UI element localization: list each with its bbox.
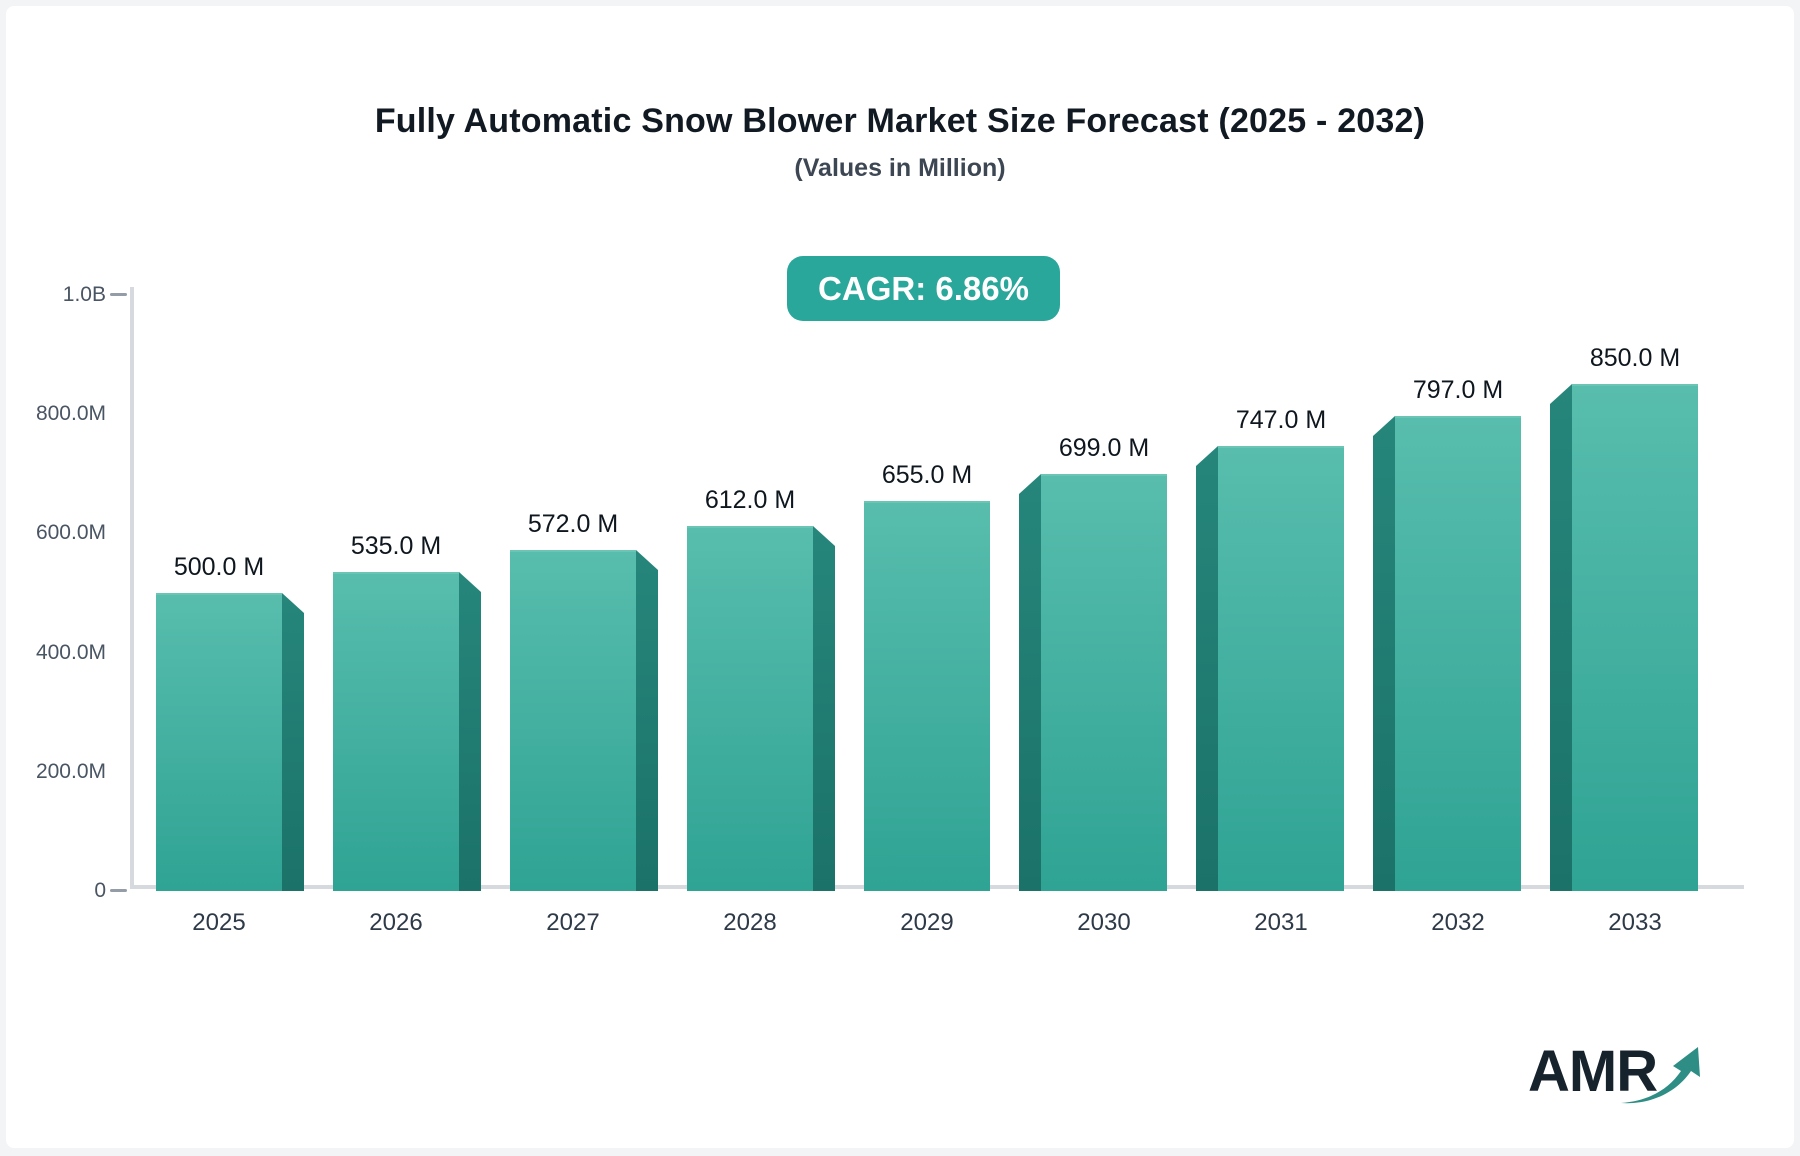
x-tick-label: 2028 [723,909,777,936]
bar-value-label: 500.0 M [173,553,265,581]
y-tick-label: 800.0M [35,402,106,425]
bar-side-face [1550,384,1572,891]
bar-side-face [1196,446,1218,891]
bar-2032 [1395,416,1521,891]
x-tick-label: 2030 [1077,909,1131,936]
x-tick-label: 2027 [546,909,600,936]
bar-2029 [864,501,990,891]
y-tick-mark [110,293,127,296]
bar-2031 [1218,446,1344,891]
y-tick-label: 600.0M [35,521,106,544]
chart-subtitle: (Values in Million) [794,154,1006,182]
bar-value-label: 612.0 M [704,486,796,514]
bar-side-face [459,572,481,891]
x-tick-label: 2026 [369,909,423,936]
x-tick-label: 2029 [900,909,954,936]
y-axis-line [130,287,134,889]
bar-value-label: 747.0 M [1235,406,1327,434]
chart-card: Fully Automatic Snow Blower Market Size … [6,6,1794,1148]
bar-2026 [333,572,459,891]
x-tick-label: 2032 [1431,909,1485,936]
y-tick-label: 400.0M [35,641,106,664]
bar-2033 [1572,384,1698,891]
bar-value-label: 797.0 M [1412,376,1504,404]
bar-value-label: 699.0 M [1058,434,1150,462]
bar-side-face [1373,416,1395,891]
bar-side-face [636,550,658,891]
cagr-badge: CAGR: 6.86% [787,256,1060,321]
bar-2028 [687,526,813,891]
bar-2025 [156,593,282,891]
bar-2027 [510,550,636,891]
y-tick-label: 1.0B [62,283,106,306]
growth-arrow-icon [1621,1047,1700,1104]
plot-area: 1.0B 800.0M 600.0M 400.0M 200.0M 0 500.0 M 2025… [6,6,1794,1148]
y-tick-label: 200.0M [35,760,106,783]
bar-value-label: 535.0 M [350,532,442,560]
x-tick-label: 2031 [1254,909,1308,936]
bar-value-label: 572.0 M [527,510,619,538]
x-tick-label: 2025 [192,909,246,936]
bar-2030 [1041,474,1167,891]
y-tick-mark [110,889,127,892]
chart-title: Fully Automatic Snow Blower Market Size … [374,102,1426,140]
x-tick-label: 2033 [1608,909,1662,936]
y-tick-label: 0 [94,879,106,902]
bar-side-face [813,526,835,891]
amr-logo-text: AMR [1528,1039,1658,1104]
amr-logo: AMR [1528,1038,1718,1118]
bar-value-label: 850.0 M [1589,344,1681,372]
bar-value-label: 655.0 M [881,461,973,489]
bar-side-face [1019,474,1041,891]
bar-side-face [282,593,304,891]
